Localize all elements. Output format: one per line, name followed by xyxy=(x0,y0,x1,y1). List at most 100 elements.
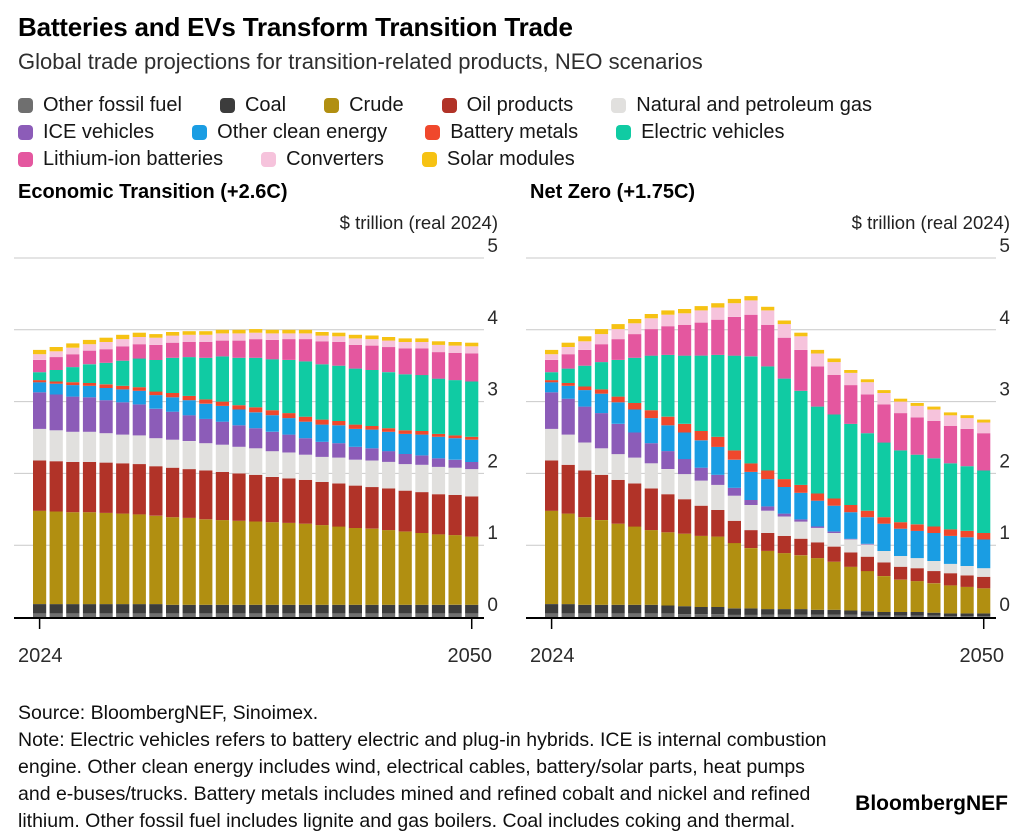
bar-segment-electric_vehicles-2036 xyxy=(744,356,758,464)
bar-segment-lithium_ion_batteries-2031 xyxy=(661,326,675,355)
bar-segment-battery_metals-2043 xyxy=(860,510,874,518)
bar-segment-oil_products-2026 xyxy=(66,461,80,513)
bar-segment-coal-2034 xyxy=(711,606,725,615)
page-subtitle: Global trade projections for transition-… xyxy=(18,49,703,74)
bar-segment-lithium_ion_batteries-2033 xyxy=(182,342,196,358)
y-axis-unit-label: $ trillion (real 2024) xyxy=(852,212,1010,233)
legend-label: Solar modules xyxy=(446,148,575,170)
bar-segment-lithium_ion_batteries-2032 xyxy=(166,342,180,358)
bar-segment-other_fossil_fuel-2036 xyxy=(744,614,758,617)
chart-net-zero: Net Zero (+1.75C) $ trillion (real 2024)… xyxy=(526,180,1012,688)
bar-segment-coal-2042 xyxy=(844,610,858,615)
bar-segment-crude-2042 xyxy=(332,526,346,605)
bar-segment-other_clean_energy-2042 xyxy=(332,425,346,444)
bar-segment-ice_vehicles-2032 xyxy=(678,459,692,475)
bar-segment-electric_vehicles-2040 xyxy=(810,406,825,494)
bar-segment-electric_vehicles-2042 xyxy=(844,423,858,505)
bar-segment-lithium_ion_batteries-2035 xyxy=(727,316,741,356)
bar-segment-electric_vehicles-2024 xyxy=(545,372,559,381)
bar-segment-solar_modules-2044 xyxy=(877,390,891,393)
y-tick-label-4: 4 xyxy=(487,308,498,329)
bar-segment-electric_vehicles-2033 xyxy=(694,355,708,431)
legend-item-oil_products: Oil products xyxy=(441,94,574,117)
bar-segment-lithium_ion_batteries-2040 xyxy=(810,366,825,407)
bar-segment-natural_and_petroleum_gas-2026 xyxy=(66,431,80,462)
note-line: Note: Electric vehicles refers to batter… xyxy=(18,729,827,751)
bar-segment-coal-2029 xyxy=(628,604,642,614)
bar-segment-oil_products-2046 xyxy=(910,568,924,582)
bar-segment-electric_vehicles-2049 xyxy=(960,466,974,531)
bar-segment-coal-2038 xyxy=(777,609,791,615)
bar-segment-lithium_ion_batteries-2048 xyxy=(943,426,958,464)
bar-segment-coal-2037 xyxy=(249,604,263,614)
bar-segment-crude-2028 xyxy=(611,523,625,605)
bar-segment-battery_metals-2029 xyxy=(116,385,130,390)
bar-segment-battery_metals-2033 xyxy=(182,395,196,401)
bar-segment-crude-2041 xyxy=(315,525,329,605)
bar-segment-converters-2029 xyxy=(628,323,642,335)
bar-segment-battery_metals-2036 xyxy=(744,463,758,472)
bar-segment-coal-2048 xyxy=(943,613,958,617)
bar-segment-other_fossil_fuel-2043 xyxy=(348,613,362,617)
bar-segment-other_clean_energy-2049 xyxy=(448,438,462,460)
bar-segment-crude-2048 xyxy=(943,585,958,614)
bar-segment-solar_modules-2025 xyxy=(49,347,63,352)
bar-segment-lithium_ion_batteries-2036 xyxy=(232,340,246,358)
bar-segment-oil_products-2032 xyxy=(166,467,180,518)
x-tick-label-start: 2024 xyxy=(530,645,575,667)
bar-segment-natural_and_petroleum_gas-2050 xyxy=(465,469,479,497)
legend-label: Oil products xyxy=(466,94,574,116)
bar-segment-converters-2048 xyxy=(431,344,446,353)
bar-segment-converters-2044 xyxy=(365,339,379,346)
bar-segment-other_clean_energy-2050 xyxy=(465,439,479,462)
bar-segment-converters-2046 xyxy=(910,405,924,418)
bar-segment-crude-2040 xyxy=(298,523,313,605)
bar-segment-lithium_ion_batteries-2030 xyxy=(132,344,146,359)
bar-segment-ice_vehicles-2033 xyxy=(694,467,708,481)
bar-segment-coal-2032 xyxy=(678,606,692,615)
bar-segment-crude-2033 xyxy=(182,517,196,605)
bar-segment-other_fossil_fuel-2032 xyxy=(678,614,692,617)
legend-row: ICE vehicles Other clean energy Battery me… xyxy=(18,119,1008,146)
legend-item-ice_vehicles: ICE vehicles xyxy=(18,121,154,144)
bar-segment-natural_and_petroleum_gas-2025 xyxy=(49,430,63,462)
bar-segment-other_fossil_fuel-2039 xyxy=(794,614,808,617)
bar-segment-other_fossil_fuel-2035 xyxy=(727,614,741,617)
bar-segment-lithium_ion_batteries-2045 xyxy=(894,413,908,451)
bar-segment-lithium_ion_batteries-2032 xyxy=(678,324,692,356)
bar-segment-solar_modules-2038 xyxy=(777,320,791,325)
bar-segment-crude-2047 xyxy=(927,583,941,613)
oil_products-swatch-icon xyxy=(441,98,457,113)
bar-segment-lithium_ion_batteries-2039 xyxy=(794,349,808,391)
bar-segment-solar_modules-2043 xyxy=(860,379,874,383)
bar-segment-converters-2024 xyxy=(33,354,47,360)
bar-segment-solar_modules-2046 xyxy=(398,338,412,342)
bar-segment-natural_and_petroleum_gas-2030 xyxy=(644,463,658,489)
bar-segment-oil_products-2050 xyxy=(977,576,991,589)
bar-segment-other_clean_energy-2034 xyxy=(199,403,213,419)
bar-segment-oil_products-2036 xyxy=(744,530,758,548)
legend-label: Other fossil fuel xyxy=(43,94,182,116)
bar-segment-solar_modules-2048 xyxy=(431,341,446,345)
chart-title-economic-transition: Economic Transition (+2.6C) xyxy=(18,181,288,203)
bar-segment-ice_vehicles-2037 xyxy=(249,428,263,449)
bar-segment-other_clean_energy-2041 xyxy=(315,424,329,442)
legend-item-crude: Crude xyxy=(324,94,404,117)
bar-segment-lithium_ion_batteries-2025 xyxy=(49,357,63,370)
bar-segment-coal-2039 xyxy=(282,604,296,614)
bar-segment-oil_products-2040 xyxy=(810,542,825,559)
bar-segment-electric_vehicles-2034 xyxy=(711,354,725,437)
bar-segment-electric_vehicles-2034 xyxy=(199,357,213,400)
bar-segment-ice_vehicles-2035 xyxy=(727,487,741,496)
bar-segment-oil_products-2047 xyxy=(927,571,941,584)
bar-segment-other_clean_energy-2028 xyxy=(99,388,113,401)
bar-segment-crude-2030 xyxy=(644,530,658,605)
bar-segment-crude-2024 xyxy=(33,510,47,604)
bar-segment-converters-2038 xyxy=(777,324,791,338)
bar-segment-natural_and_petroleum_gas-2043 xyxy=(348,459,362,486)
bar-segment-other_fossil_fuel-2047 xyxy=(415,613,429,617)
bar-segment-coal-2024 xyxy=(545,604,559,614)
bar-segment-battery_metals-2031 xyxy=(661,416,675,426)
bar-segment-crude-2038 xyxy=(777,553,791,610)
